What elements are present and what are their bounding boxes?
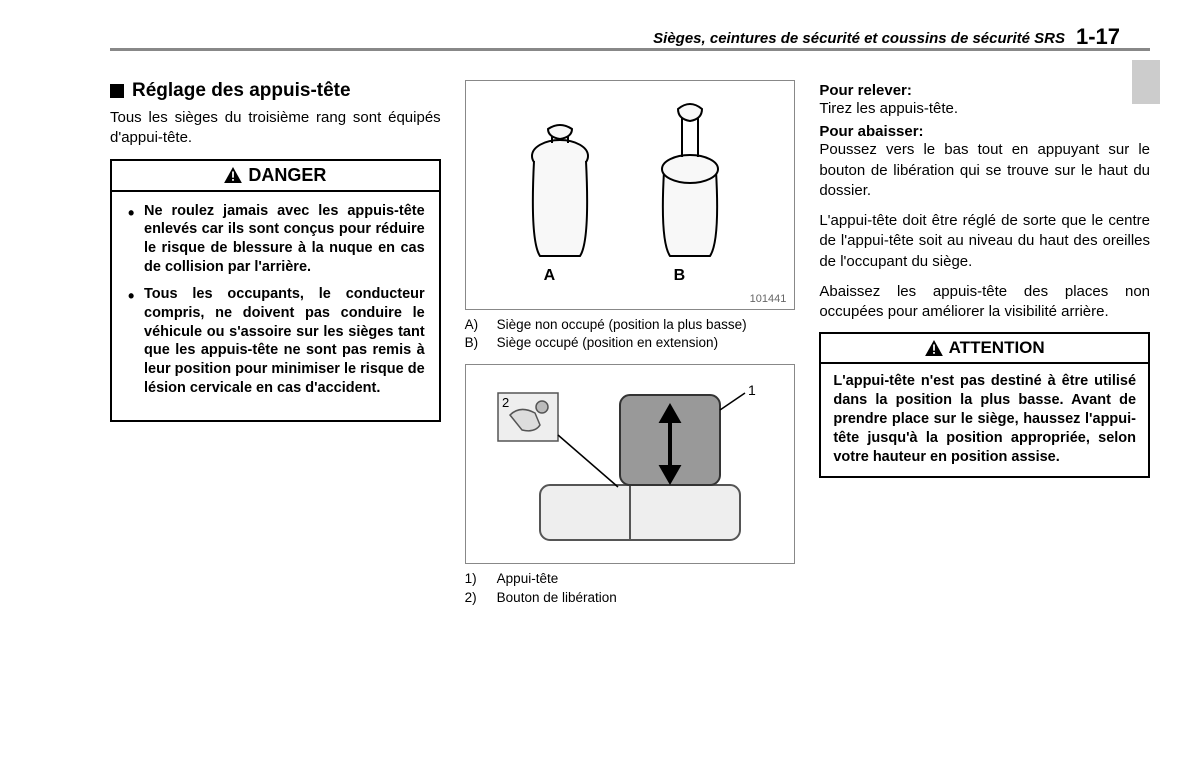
headrest-illustration-icon <box>480 81 780 281</box>
header-rule <box>110 48 1150 51</box>
intro-text: Tous les sièges du troisième rang sont é… <box>110 108 441 149</box>
caption-key: 2) <box>465 589 487 607</box>
column-right: Pour relever: Tirez les appuis-tête. Pou… <box>819 80 1150 619</box>
warning-triangle-icon <box>224 167 242 183</box>
section-title: Réglage des appuis-tête <box>110 80 441 102</box>
section-tab <box>1132 60 1160 104</box>
danger-item: Ne roulez jamais avec les appuis-tête en… <box>126 202 425 277</box>
caption-key: A) <box>465 316 487 334</box>
lower-heading: Pour abaisser: <box>819 123 1150 140</box>
column-center: A B 101441 A) Siège non occupé (position… <box>465 80 796 619</box>
raise-text: Tirez les appuis-tête. <box>819 99 1150 119</box>
danger-item: Tous les occupants, le conducteur compri… <box>126 285 425 398</box>
danger-header: DANGER <box>112 161 439 192</box>
body-paragraph: L'appui-tête doit être réglé de sorte qu… <box>819 211 1150 272</box>
headrest-adjust-illustration-icon: 1 2 <box>480 365 780 555</box>
square-bullet-icon <box>110 84 124 98</box>
caption-text: Siège occupé (position en extension) <box>497 334 718 352</box>
figure-label-b: B <box>674 267 686 285</box>
danger-body: Ne roulez jamais avec les appuis-tête en… <box>112 192 439 420</box>
figure-label-a: A <box>544 267 556 285</box>
figure2-caption: 1) Appui-tête 2) Bouton de libération <box>465 570 796 606</box>
page-number: 1-17 <box>1076 24 1120 50</box>
section-title-text: Réglage des appuis-tête <box>132 80 351 102</box>
body-paragraph: Abaissez les appuis-tête des places non … <box>819 282 1150 323</box>
figure-headrest-adjust: 1 2 <box>465 364 796 564</box>
svg-text:1: 1 <box>748 382 756 398</box>
breadcrumb: Sièges, ceintures de sécurité et coussin… <box>653 30 1065 47</box>
raise-heading: Pour relever: <box>819 82 1150 99</box>
lower-text: Poussez vers le bas tout en appuyant sur… <box>819 140 1150 201</box>
column-left: Réglage des appuis-tête Tous les sièges … <box>110 80 441 619</box>
caption-text: Appui-tête <box>497 570 559 588</box>
danger-label: DANGER <box>248 165 326 186</box>
caption-key: B) <box>465 334 487 352</box>
warning-triangle-icon <box>925 340 943 356</box>
caption-text: Bouton de libération <box>497 589 617 607</box>
figure-id: 101441 <box>750 293 787 305</box>
attention-box: ATTENTION L'appui-tête n'est pas destiné… <box>819 332 1150 478</box>
figure-headrest-positions: A B 101441 <box>465 80 796 310</box>
attention-body: L'appui-tête n'est pas destiné à être ut… <box>821 364 1148 476</box>
attention-label: ATTENTION <box>949 338 1045 358</box>
danger-box: DANGER Ne roulez jamais avec les appuis-… <box>110 159 441 422</box>
caption-text: Siège non occupé (position la plus basse… <box>497 316 747 334</box>
caption-key: 1) <box>465 570 487 588</box>
svg-text:2: 2 <box>502 395 509 410</box>
attention-header: ATTENTION <box>821 334 1148 364</box>
figure1-caption: A) Siège non occupé (position la plus ba… <box>465 316 796 352</box>
